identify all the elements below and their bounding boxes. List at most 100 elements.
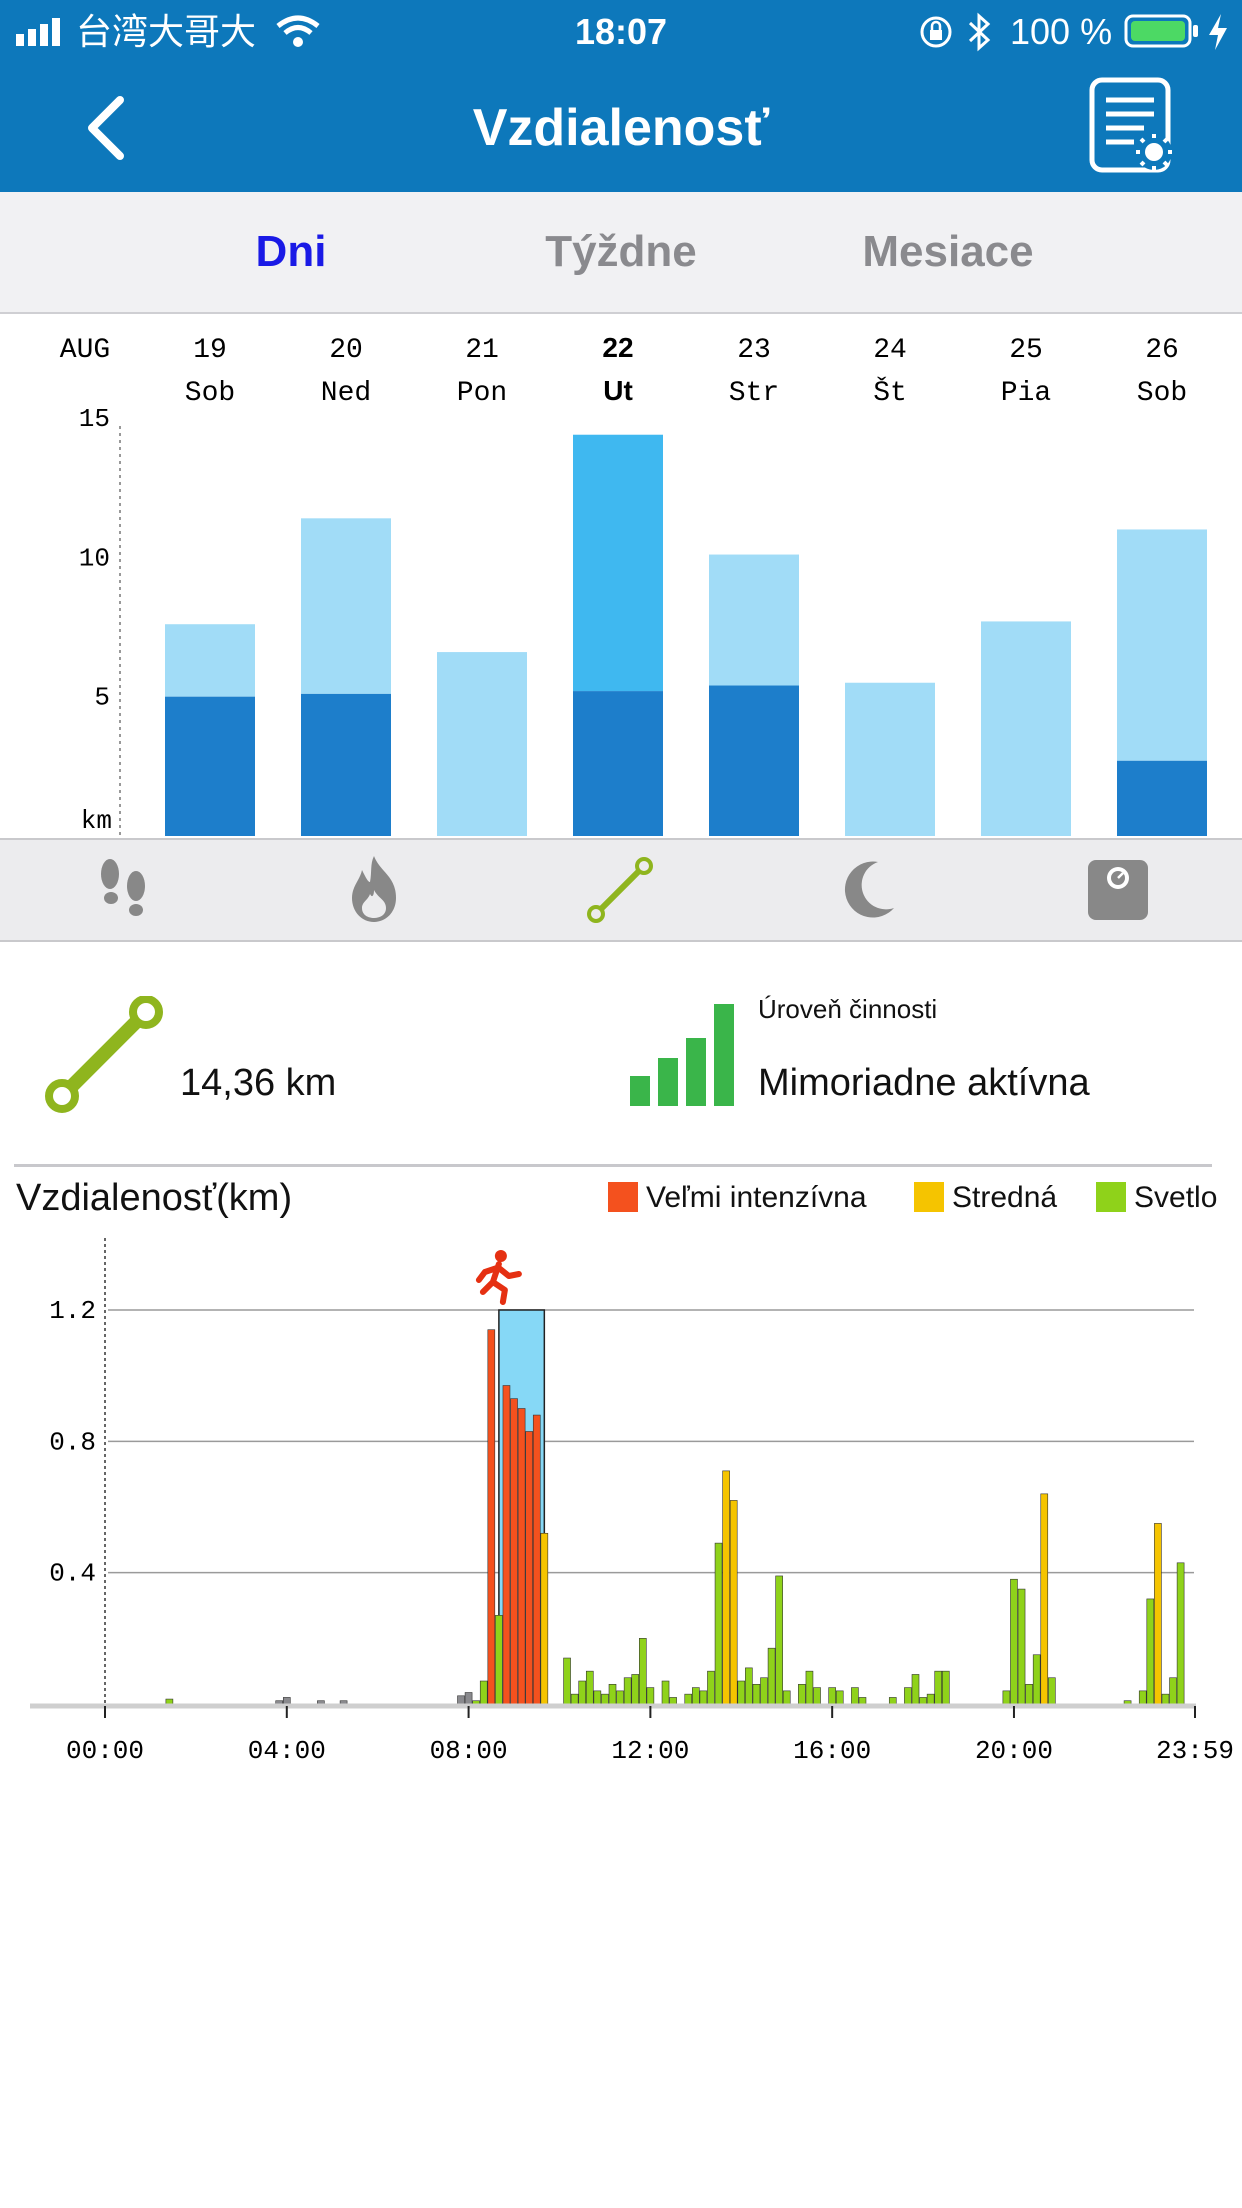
activity-bar (646, 1687, 655, 1705)
day-name: Pon (457, 378, 507, 409)
bluetooth-icon (968, 12, 991, 52)
signal-icon (16, 18, 60, 46)
day-number: 20 (329, 335, 363, 366)
status-bar: 台湾大哥大 18:07 100 % (0, 0, 1242, 64)
activity-bar (699, 1690, 708, 1705)
activity-bar (282, 1697, 291, 1705)
legend-light: Svetlo (1096, 1180, 1217, 1216)
activity-bar (1032, 1654, 1041, 1705)
activity-bar (457, 1695, 465, 1705)
activity-bar (1017, 1588, 1026, 1705)
legend-label: Veľmi intenzívna (646, 1181, 867, 1214)
day-name: Št (873, 376, 907, 409)
scale-icon[interactable] (1080, 852, 1156, 928)
legend-label: Svetlo (1134, 1181, 1218, 1214)
activity-bar (707, 1670, 715, 1705)
activity-bar (714, 1542, 723, 1705)
activity-bar (1169, 1677, 1177, 1705)
activity-bar (1048, 1677, 1056, 1705)
moon-icon[interactable] (830, 852, 906, 928)
bar-segment-upper (437, 652, 527, 836)
x-tick-label: 12:00 (611, 1736, 689, 1766)
activity-bar (464, 1692, 473, 1705)
day-number: 26 (1145, 335, 1179, 366)
activity-bar (782, 1690, 791, 1705)
activity-bar (1154, 1523, 1162, 1705)
activity-bar (510, 1398, 518, 1705)
activity-bar (578, 1680, 587, 1705)
activity-bar (1161, 1693, 1170, 1705)
activity-bar (1176, 1562, 1185, 1705)
flame-icon[interactable] (336, 852, 412, 928)
day-name: Ned (321, 378, 371, 409)
activity-bar (479, 1680, 488, 1705)
activity-bar (798, 1683, 806, 1705)
bar-segment-upper (573, 434, 663, 692)
bar-segment-upper (709, 554, 799, 686)
distance-icon[interactable] (582, 852, 658, 928)
footsteps-icon[interactable] (86, 852, 162, 928)
activity-bar (495, 1615, 503, 1705)
activity-bar (563, 1657, 571, 1705)
activity-bar (934, 1670, 943, 1705)
y-tick-label: 15 (79, 404, 110, 434)
report-settings-icon[interactable] (1088, 76, 1180, 180)
activity-bar (851, 1687, 859, 1705)
bar-segment-lower (709, 685, 799, 836)
chevron-left-icon[interactable] (84, 94, 128, 162)
activity-bar (593, 1690, 602, 1705)
day-name: Ut (603, 375, 633, 406)
bar-segment-upper (1117, 529, 1207, 761)
y-tick-label: 10 (79, 543, 110, 573)
activity-bar (813, 1687, 821, 1705)
activity-bar (661, 1680, 670, 1705)
activity-bar (835, 1690, 844, 1705)
activity-bar (919, 1697, 927, 1705)
bar-segment-upper (301, 518, 391, 694)
y-tick-label: 0.8 (49, 1427, 96, 1457)
activity-level-label: Úroveň činnosti (758, 994, 938, 1024)
day-number: 21 (465, 335, 499, 366)
activity-bar (502, 1385, 511, 1705)
period-tabs: Dni Týždne Mesiace (0, 192, 1242, 314)
distance-icon (45, 996, 163, 1113)
activity-bar (608, 1683, 617, 1705)
activity-bar (1025, 1683, 1033, 1705)
detail-chart-title: Vzdialenosť(km) (16, 1177, 293, 1219)
daily-distance-chart[interactable]: 0.4 0.8 1.2 00:00 04:00 08:00 12:00 16:00 20:00 2… (0, 1230, 1242, 1770)
activity-bar (1138, 1690, 1147, 1705)
x-tick-label: 00:00 (66, 1736, 144, 1766)
y-unit-label: km (81, 806, 112, 836)
day-number: 22 (602, 332, 633, 363)
activity-level-icon (630, 1004, 734, 1106)
y-tick-label: 5 (94, 683, 110, 713)
activity-bar (926, 1693, 935, 1705)
activity-bar (623, 1677, 632, 1705)
activity-bar (760, 1677, 768, 1705)
rotation-lock-icon (920, 16, 952, 48)
activity-bar (1002, 1690, 1011, 1705)
battery-percent: 100 % (1010, 11, 1113, 52)
activity-bar (532, 1414, 541, 1705)
activity-bar (165, 1698, 174, 1705)
bar-segment-upper (165, 624, 255, 697)
activity-bar (639, 1638, 647, 1705)
activity-bar (767, 1647, 776, 1705)
bar-segment-lower (1117, 760, 1207, 836)
tab-days[interactable]: Dni (255, 227, 327, 276)
wifi-icon (276, 15, 320, 47)
bar-segment-upper (981, 621, 1071, 836)
activity-bar (631, 1674, 640, 1705)
activity-bar (722, 1470, 730, 1705)
tab-months[interactable]: Mesiace (862, 227, 1034, 276)
activity-bar (1010, 1578, 1018, 1705)
tab-weeks[interactable]: Týždne (545, 227, 697, 276)
y-tick-label: 0.4 (49, 1559, 96, 1589)
activity-bar (904, 1687, 912, 1705)
page-title: Vzdialenosť (472, 99, 770, 157)
activity-bar (616, 1690, 624, 1705)
activity-bar (805, 1670, 814, 1705)
day-name: Str (729, 378, 779, 409)
weekly-distance-chart[interactable]: AUG 19 Sob 20 Ned 21 Pon 22 Ut 23 Str 24 Št 25 Pia 26 So… (0, 314, 1242, 838)
bar-segment-lower (165, 696, 255, 836)
